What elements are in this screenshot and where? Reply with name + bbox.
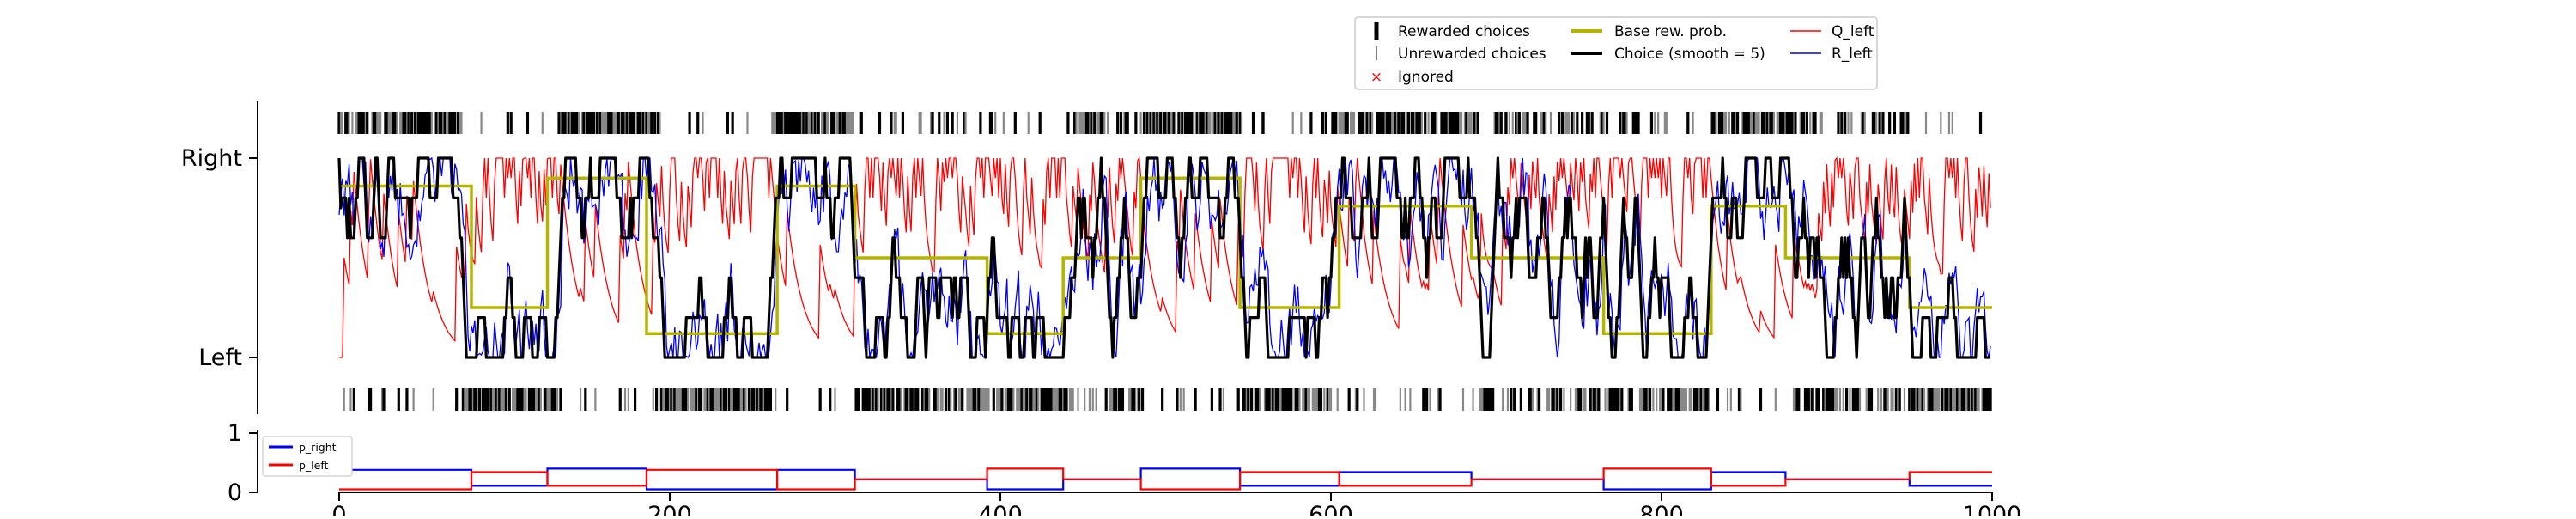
x-tick-label: 400 <box>978 502 1023 516</box>
legend-label-ignored: Ignored <box>1398 69 1454 86</box>
y-tick-label-1: 1 <box>228 420 242 447</box>
left-choice-raster <box>343 388 1992 411</box>
right-choice-raster <box>337 112 1983 134</box>
x-tick-label: 200 <box>647 502 692 516</box>
choice-smooth-series <box>337 156 1991 359</box>
legend-swatch-ignored: × <box>1370 69 1382 86</box>
legend-label-rewarded: Rewarded choices <box>1398 23 1530 40</box>
y-tick-label-right: Right <box>181 145 242 172</box>
legend-label-r-left: R_left <box>1832 46 1873 63</box>
y-tick-label-0: 0 <box>228 479 242 506</box>
main-axes: Right Left <box>181 101 258 414</box>
choice-smooth-line <box>337 156 1991 359</box>
probability-legend: p_right p_left <box>262 436 353 477</box>
legend-label-q-left: Q_left <box>1832 23 1874 40</box>
legend-label-p-left: p_left <box>299 459 329 472</box>
x-ticks: 0 200 400 600 800 1000 <box>331 492 2022 519</box>
q-left-series <box>339 156 1991 358</box>
y-tick-label-left: Left <box>198 345 242 371</box>
probability-axes: 1 0 <box>228 420 1992 506</box>
legend-label-choice: Choice (smooth = 5) <box>1614 46 1765 63</box>
probability-series <box>339 467 1992 491</box>
series-p-left <box>339 467 1992 491</box>
x-tick-label: 1000 <box>1963 502 2022 516</box>
q-left-line <box>339 156 1991 358</box>
x-tick-label: 0 <box>331 502 346 516</box>
legend-label-p-right: p_right <box>299 441 337 454</box>
legend-frame <box>1354 16 1878 90</box>
main-legend: Rewarded choices Unrewarded choices × Ig… <box>1354 16 1878 90</box>
x-tick-label: 600 <box>1309 502 1353 516</box>
x-tick-label: 800 <box>1639 502 1684 516</box>
legend-label-unrewarded: Unrewarded choices <box>1398 46 1546 63</box>
legend-label-base: Base rew. prob. <box>1614 23 1727 40</box>
